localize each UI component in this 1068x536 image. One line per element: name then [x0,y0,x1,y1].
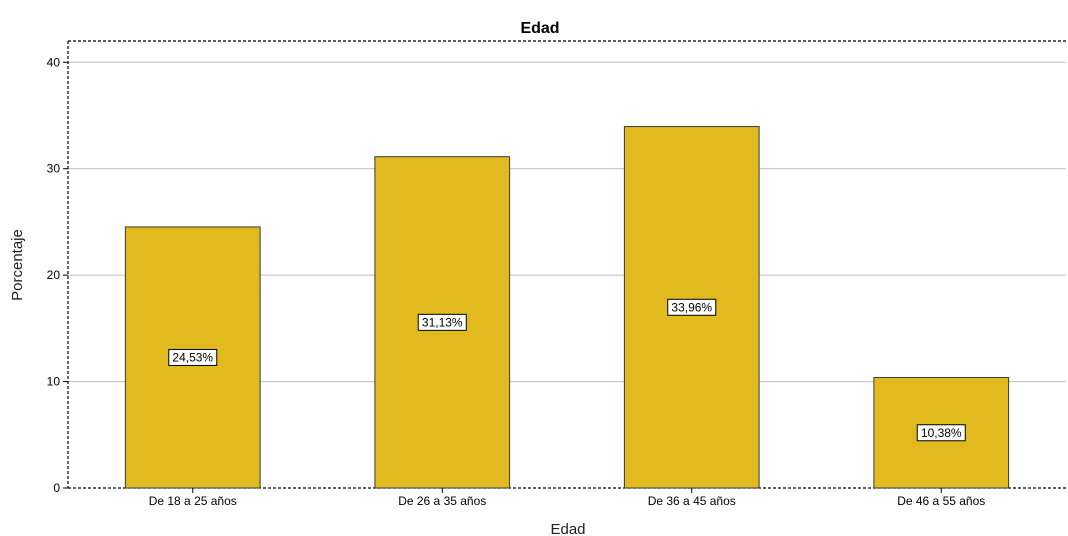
y-tick-label: 10 [47,375,61,389]
x-axis-ticks: De 18 a 25 años De 26 a 35 años De 36 a 45… [149,488,985,508]
data-label-box [667,298,717,316]
y-tick-label: 0 [53,481,60,495]
x-tick-label: De 36 a 45 años [648,494,736,508]
x-tick-label: De 26 a 35 años [398,494,486,508]
bars: 24,53% 31,13% 33,96% 10,38% [124,126,1010,489]
y-tick-label: 40 [47,55,61,69]
data-label: 24,53% [172,350,213,364]
data-label-box [916,424,966,442]
y-axis-title: Porcentaje [9,229,26,301]
y-tick-label: 20 [47,268,61,282]
data-label: 33,96% [671,300,712,314]
x-tick-label: De 18 a 25 años [149,494,237,508]
data-label: 10,38% [921,426,962,440]
y-tick-label: 30 [47,162,61,176]
y-axis-ticks: 0 10 20 30 40 [47,55,68,495]
data-label: 31,13% [422,315,463,329]
x-tick-label: De 46 a 55 años [897,494,985,508]
chart-title: Edad [520,20,559,37]
data-label-box [417,313,467,331]
data-label-box [168,348,218,366]
x-axis-title: Edad [550,521,585,536]
